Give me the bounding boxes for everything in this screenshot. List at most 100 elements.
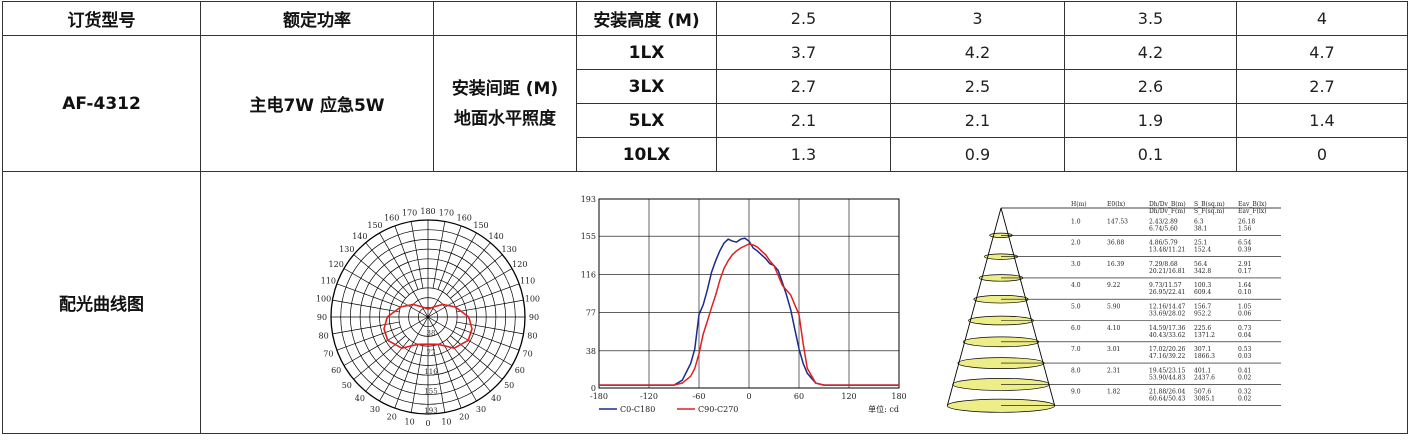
polar-radial-label: 193 [424, 407, 437, 415]
polar-angle-label: 40 [491, 394, 501, 403]
polar-radial-label: 155 [424, 388, 437, 396]
x-tick-label: 120 [841, 392, 856, 401]
cone-s-b: 25.1 [1194, 240, 1207, 247]
polar-spoke [455, 326, 520, 351]
cone-s-b: 156.7 [1194, 304, 1211, 311]
spacing-label-line2: 地面水平照度 [454, 108, 556, 129]
cone-e0: 9.22 [1107, 282, 1121, 289]
polar-radial-label: 77 [427, 349, 436, 357]
cone-s-f: 1866.3 [1194, 353, 1215, 360]
polar-spoke [455, 283, 520, 308]
unit-label: 单位: cd [868, 404, 899, 414]
lux-label: 1LX [576, 35, 717, 70]
cone-e0: 36.88 [1107, 240, 1124, 247]
cone-eav-f: 0.17 [1238, 268, 1252, 275]
cone-dh-b: 2.43/2.89 [1149, 218, 1178, 225]
cone-s-f: 38.1 [1194, 225, 1207, 232]
cone-s-b: 507.6 [1194, 389, 1211, 396]
polar-angle-label: 150 [473, 221, 488, 230]
polar-spoke [353, 254, 406, 299]
polar-angle-label: 70 [523, 349, 533, 358]
y-tick-label: 38 [586, 347, 596, 356]
cone-s-f: 1371.2 [1194, 332, 1215, 339]
polar-spoke [332, 321, 400, 335]
cone-e0: 16.39 [1107, 261, 1124, 268]
cone-s-b: 6.3 [1194, 218, 1204, 225]
spacing-value: 2.1 [890, 103, 1065, 138]
series-line-c90-c270 [599, 243, 899, 386]
y-tick-label: 155 [581, 232, 596, 241]
polar-spoke [450, 335, 503, 380]
polar-angle-label: 80 [527, 331, 537, 340]
lux-label: 10LX [576, 137, 717, 172]
cone-dh-f: 40.43/33.62 [1149, 332, 1186, 339]
y-tick-label: 116 [581, 270, 596, 279]
x-tick-label: -180 [590, 392, 608, 401]
cone-dh-b: 4.86/5.79 [1149, 240, 1178, 247]
charts-cell: 180 170 170 160 160 150 150 140 140 130 130 120 120 1… [200, 171, 1408, 434]
cone-eav-b: 6.54 [1238, 240, 1252, 247]
cone-dh-f: 20.21/16.81 [1149, 268, 1185, 275]
spacing-value: 2.7 [1236, 69, 1408, 104]
polar-angle-label: 90 [529, 313, 539, 322]
polar-spoke [343, 316, 429, 366]
x-tick-label: -60 [693, 392, 706, 401]
cone-eav-b: 0.32 [1238, 389, 1252, 396]
spacing-value: 2.7 [716, 69, 891, 104]
polar-spoke [410, 221, 424, 289]
polar-angle-label: 100 [525, 295, 540, 304]
cone-header: S_F(sq.m) [1194, 208, 1224, 215]
polar-angle-label: 130 [339, 245, 354, 254]
cone-height: 3.0 [1071, 261, 1081, 268]
header-install-height: 安装高度 (M) [576, 1, 717, 36]
cone-s-b: 100.3 [1194, 282, 1211, 289]
cone-e0: 147.53 [1107, 218, 1128, 225]
power-text: 主电7W 应急5W [249, 96, 385, 116]
polar-angle-label: 80 [319, 331, 329, 340]
cone-header: H(m) [1071, 201, 1087, 208]
polar-angle-label: 110 [321, 277, 336, 286]
cone-e0: 5.90 [1107, 304, 1121, 311]
cone-e0: 3.01 [1107, 346, 1120, 353]
height-value: 4 [1236, 1, 1408, 36]
polar-spoke [379, 232, 429, 318]
cone-eav-b: 1.05 [1238, 304, 1252, 311]
polar-spoke [427, 232, 477, 318]
cone-height: 7.0 [1071, 346, 1081, 353]
spacing-label: 安装间距 (M) 地面水平照度 [433, 35, 577, 172]
cone-eav-b: 1.64 [1238, 282, 1252, 289]
polar-spoke [437, 344, 462, 409]
spacing-value: 0.9 [890, 137, 1065, 172]
cone-eav-b: 2.91 [1238, 261, 1251, 268]
cone-height: 6.0 [1071, 325, 1081, 332]
polar-angle-label: 50 [504, 381, 514, 390]
cone-dh-b: 14.59/17.36 [1149, 325, 1186, 332]
model-value: AF-4312 [2, 35, 201, 172]
polar-spoke [410, 345, 424, 413]
polar-spoke [379, 316, 429, 402]
cone-height: 4.0 [1071, 282, 1081, 289]
cone-header: Eav_B(lx) [1238, 201, 1267, 208]
legend-label: C90-C270 [698, 405, 738, 414]
cone-dh-b: 17.02/20.26 [1149, 346, 1186, 353]
x-tick-label: -120 [640, 392, 658, 401]
polar-angle-label: 130 [502, 245, 517, 254]
y-tick-label: 0 [591, 384, 596, 393]
polar-angle-label: 100 [316, 295, 331, 304]
cone-header: Dh/Dv_F(m) [1149, 208, 1185, 215]
cone-dh-b: 12.16/14.47 [1149, 304, 1186, 311]
cone-dh-f: 60.64/50.43 [1149, 396, 1186, 403]
polar-spoke [432, 221, 446, 289]
cone-eav-f: 0.02 [1238, 374, 1252, 381]
polar-angle-label: 110 [520, 277, 535, 286]
polar-angle-label: 140 [352, 232, 367, 241]
polar-angle-label: 50 [342, 381, 352, 390]
y-tick-label: 77 [586, 309, 596, 318]
cone-e0: 2.31 [1107, 367, 1120, 374]
cone-eav-f: 0.02 [1238, 396, 1252, 403]
cone-s-f: 3085.1 [1194, 396, 1215, 403]
header-empty [433, 1, 577, 36]
x-tick-label: 0 [746, 392, 751, 401]
cone-edge-right [1000, 207, 1056, 406]
